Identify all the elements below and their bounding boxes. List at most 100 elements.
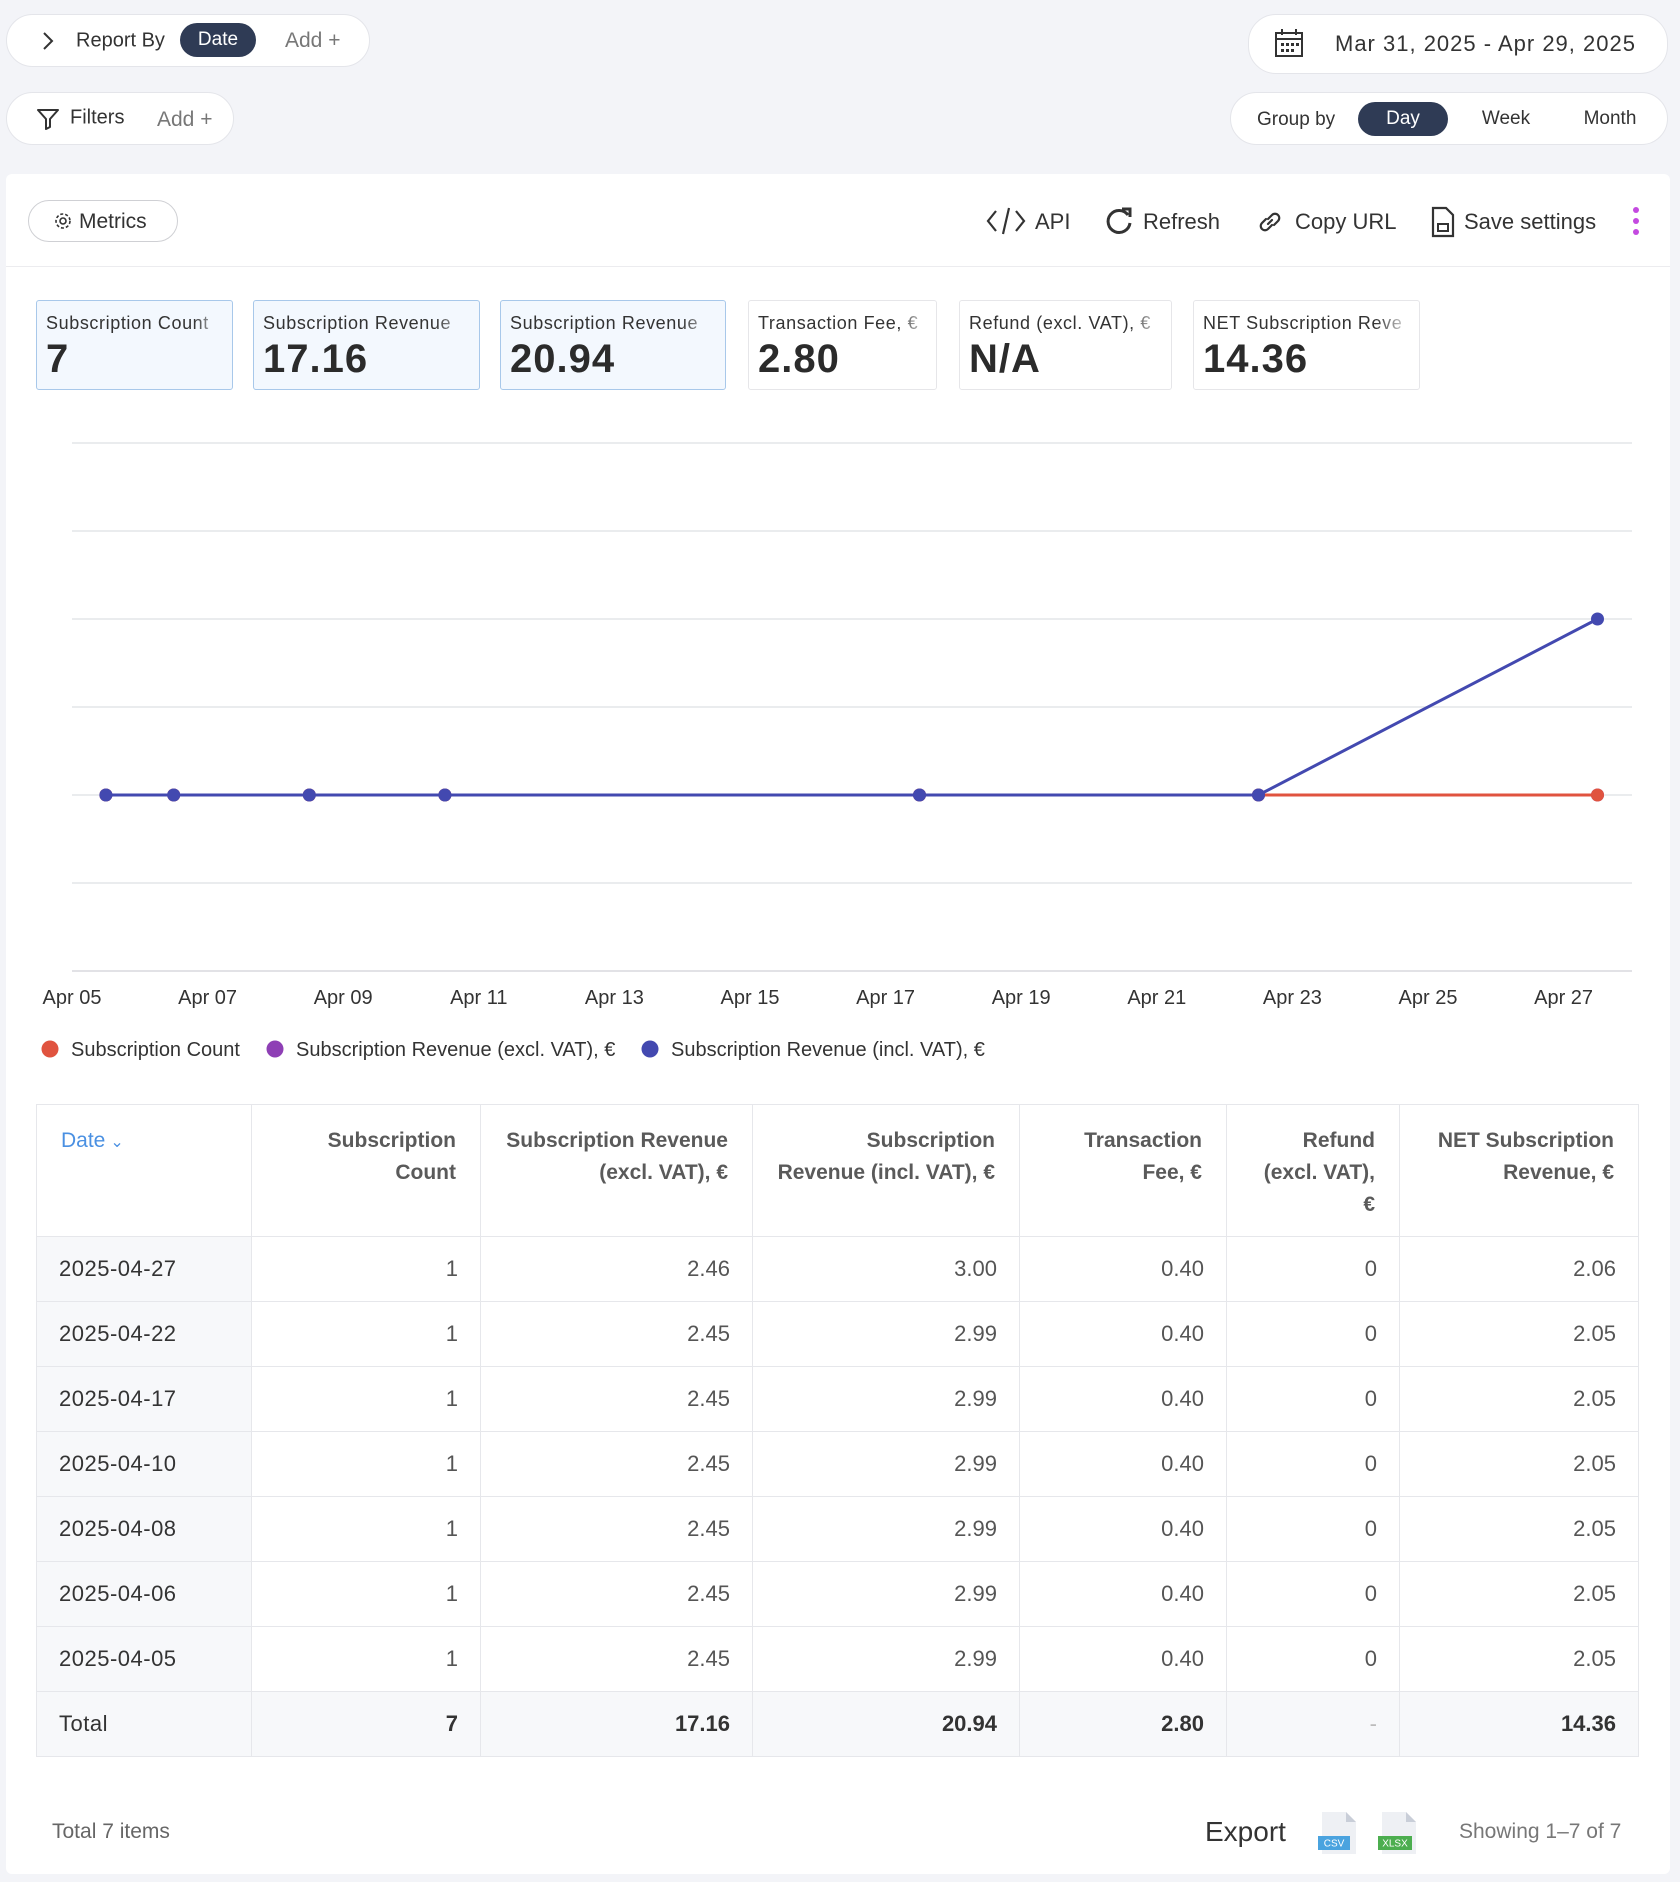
x-tick-label: Apr 23 xyxy=(1263,987,1322,1009)
metrics-button[interactable] xyxy=(28,200,178,242)
table-row: 2025-04-08 1 2.45 2.99 0.40 0 2.05 xyxy=(36,1496,1639,1562)
column-header-text: Subscription Revenue (excl. VAT), € xyxy=(506,1129,728,1184)
copy-url-button[interactable]: Copy URL xyxy=(1295,209,1397,234)
metric-card[interactable]: NET Subscription Reve 14.36 xyxy=(1193,300,1420,390)
table-cell: 0 xyxy=(1226,1496,1400,1562)
table-cell: 2025-04-27 xyxy=(36,1236,252,1302)
refresh-icon xyxy=(1106,207,1132,234)
table-row: 2025-04-10 1 2.45 2.99 0.40 0 2.05 xyxy=(36,1431,1639,1497)
table-cell: 2.06 xyxy=(1399,1236,1639,1302)
table-cell: 2.05 xyxy=(1399,1561,1639,1627)
calendar-icon xyxy=(1275,29,1303,57)
api-button[interactable]: API xyxy=(1035,209,1071,234)
metric-card[interactable]: Subscription Revenue 20.94 xyxy=(500,300,726,390)
chevron-icon[interactable] xyxy=(40,30,56,52)
column-header[interactable]: Date ⌄ xyxy=(36,1104,252,1237)
filter-icon xyxy=(37,109,59,130)
table-cell: 2.99 xyxy=(752,1626,1020,1692)
table-cell: 2.05 xyxy=(1399,1496,1639,1562)
column-header[interactable]: NET Subscription Revenue, € xyxy=(1399,1104,1639,1237)
total-cell: 7 xyxy=(251,1691,481,1757)
table-row: 2025-04-22 1 2.45 2.99 0.40 0 2.05 xyxy=(36,1301,1639,1367)
metric-value: 7 xyxy=(46,337,70,381)
x-tick-label: Apr 19 xyxy=(992,987,1051,1009)
table-cell: 2025-04-06 xyxy=(36,1561,252,1627)
table-cell: 2.99 xyxy=(752,1366,1020,1432)
x-tick-label: Apr 25 xyxy=(1399,987,1458,1009)
legend-swatch xyxy=(266,1040,284,1058)
table-cell: 2.99 xyxy=(752,1561,1020,1627)
metric-card[interactable]: Subscription Revenue 17.16 xyxy=(253,300,480,390)
gear-icon xyxy=(55,213,71,229)
x-tick-label: Apr 09 xyxy=(314,987,373,1009)
group-option[interactable]: Day xyxy=(1358,102,1448,136)
column-header-text: NET Subscription Revenue, € xyxy=(1437,1129,1614,1184)
table-cell: 1 xyxy=(251,1496,481,1562)
table-cell: 2.05 xyxy=(1399,1301,1639,1367)
column-header[interactable]: Subscription Count xyxy=(251,1104,481,1237)
add-report-by[interactable]: Add + xyxy=(285,29,341,52)
add-filter[interactable]: Add + xyxy=(157,108,213,131)
metric-card[interactable]: Transaction Fee, € 2.80 xyxy=(748,300,937,390)
table-cell: 2.45 xyxy=(480,1366,753,1432)
table-cell: 2.45 xyxy=(480,1626,753,1692)
metric-value: N/A xyxy=(969,337,1041,381)
column-header[interactable]: Transaction Fee, € xyxy=(1019,1104,1227,1237)
legend-swatch xyxy=(41,1040,59,1058)
table-cell: 2.46 xyxy=(480,1236,753,1302)
x-tick-label: Apr 17 xyxy=(856,987,915,1009)
data-table: Date ⌄ Subscription Count Subscription Reve… xyxy=(36,1104,1639,1757)
metric-label: Subscription Count xyxy=(46,313,209,333)
table-cell: 1 xyxy=(251,1366,481,1432)
table-cell: 2.05 xyxy=(1399,1431,1639,1497)
metric-card[interactable]: Subscription Count 7 xyxy=(36,300,233,390)
legend-swatch xyxy=(641,1040,659,1058)
metric-label: NET Subscription Reve xyxy=(1203,313,1403,333)
table-row: 2025-04-27 1 2.46 3.00 0.40 0 2.06 xyxy=(36,1236,1639,1302)
metric-card[interactable]: Refund (excl. VAT), € N/A xyxy=(959,300,1172,390)
xlsx-export[interactable]: XLSX xyxy=(1376,1810,1420,1856)
table-cell: 2.45 xyxy=(480,1301,753,1367)
api-icon xyxy=(986,207,1026,235)
date-range-picker[interactable] xyxy=(1248,14,1668,74)
report-by-chip[interactable]: Date xyxy=(180,23,256,57)
table-cell: 1 xyxy=(251,1301,481,1367)
table-cell: 2025-04-22 xyxy=(36,1301,252,1367)
column-header[interactable]: Subscription Revenue (incl. VAT), € xyxy=(752,1104,1020,1237)
toolbar-separator xyxy=(6,266,1670,267)
sort-icon: ⌄ xyxy=(110,1134,124,1151)
metric-value: 17.16 xyxy=(263,337,369,381)
x-tick-label: Apr 05 xyxy=(43,987,102,1009)
total-cell: Total xyxy=(36,1691,252,1757)
table-cell: 0.40 xyxy=(1019,1496,1227,1562)
metric-value: 14.36 xyxy=(1203,337,1309,381)
x-tick-label: Apr 15 xyxy=(721,987,780,1009)
x-tick-label: Apr 27 xyxy=(1534,987,1593,1009)
group-option[interactable]: Week xyxy=(1481,108,1531,129)
legend-label: Subscription Revenue (excl. VAT), € xyxy=(296,1039,615,1061)
more-menu[interactable] xyxy=(1630,206,1642,236)
data-point xyxy=(1591,612,1604,626)
column-header[interactable]: Refund (excl. VAT), € xyxy=(1226,1104,1400,1237)
x-tick-label: Apr 07 xyxy=(178,987,237,1009)
data-point xyxy=(1252,788,1265,802)
table-cell: 2.05 xyxy=(1399,1366,1639,1432)
column-header-text: Date xyxy=(61,1129,106,1152)
table-cell: 2025-04-17 xyxy=(36,1366,252,1432)
x-tick-label: Apr 21 xyxy=(1127,987,1186,1009)
table-cell: 3.00 xyxy=(752,1236,1020,1302)
metrics-label: Metrics xyxy=(79,210,147,233)
table-row: 2025-04-17 1 2.45 2.99 0.40 0 2.05 xyxy=(36,1366,1639,1432)
table-row: 2025-04-06 1 2.45 2.99 0.40 0 2.05 xyxy=(36,1561,1639,1627)
column-header[interactable]: Subscription Revenue (excl. VAT), € xyxy=(480,1104,753,1237)
refresh-button[interactable]: Refresh xyxy=(1143,209,1221,234)
table-cell: 1 xyxy=(251,1236,481,1302)
csv-export[interactable]: CSV xyxy=(1316,1810,1360,1856)
table-cell: 0.40 xyxy=(1019,1301,1227,1367)
filters-label[interactable]: Filters xyxy=(70,106,125,129)
table-cell: 2025-04-08 xyxy=(36,1496,252,1562)
table-cell: 0 xyxy=(1226,1626,1400,1692)
group-option[interactable]: Month xyxy=(1583,108,1637,129)
csv-label: CSV xyxy=(1324,1839,1345,1850)
save-settings-button[interactable]: Save settings xyxy=(1464,209,1597,234)
